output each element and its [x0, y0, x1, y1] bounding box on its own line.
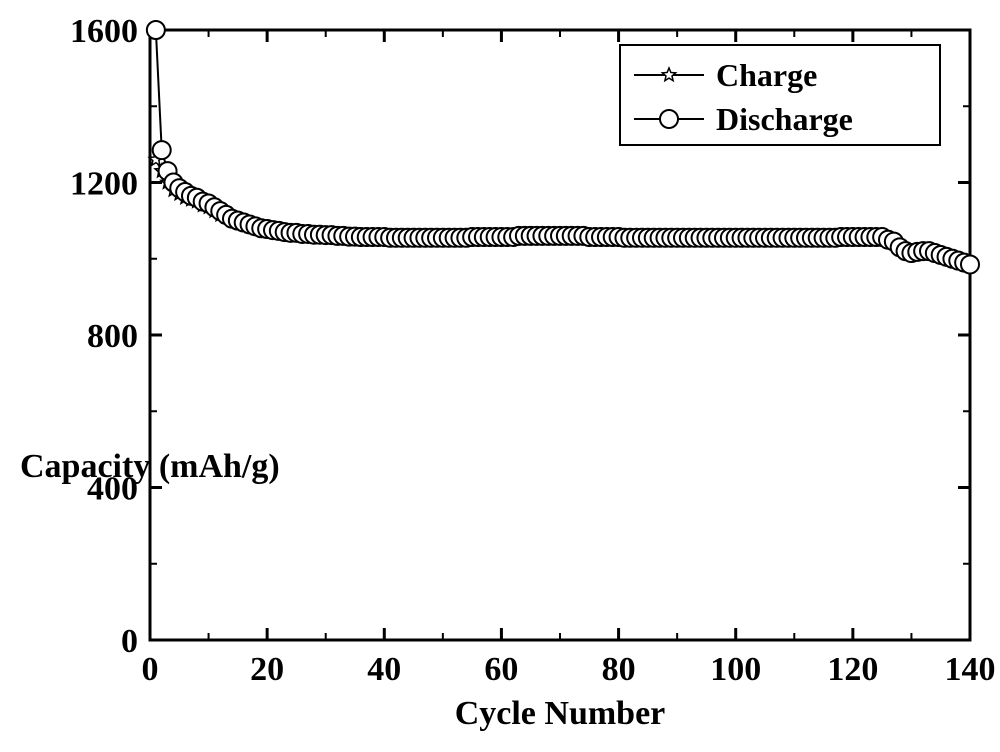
series-line-charge [156, 160, 970, 265]
y-axis-label: Capacity (mAh/g) [20, 448, 280, 486]
discharge-marker [961, 255, 979, 273]
x-tick-label: 0 [142, 651, 159, 688]
capacity-cycle-chart: 020406080100120140040080012001600Cycle N… [0, 0, 1000, 752]
chart-svg: 020406080100120140040080012001600Cycle N… [0, 0, 1000, 752]
y-tick-label: 0 [121, 623, 138, 660]
y-tick-label: 1600 [70, 13, 138, 50]
x-tick-label: 140 [945, 651, 996, 688]
legend-label-discharge: Discharge [716, 101, 853, 137]
x-tick-label: 60 [484, 651, 518, 688]
legend-charge-icon [662, 68, 675, 81]
discharge-marker [153, 141, 171, 159]
discharge-marker [147, 21, 165, 39]
y-tick-label: 1200 [70, 165, 138, 202]
x-tick-label: 40 [367, 651, 401, 688]
legend-discharge-icon [660, 110, 678, 128]
x-axis-label: Cycle Number [455, 695, 666, 732]
x-tick-label: 20 [250, 651, 284, 688]
x-tick-label: 120 [827, 651, 878, 688]
legend-label-charge: Charge [716, 57, 817, 93]
y-tick-label: 800 [87, 318, 138, 355]
x-tick-label: 80 [602, 651, 636, 688]
x-tick-label: 100 [710, 651, 761, 688]
